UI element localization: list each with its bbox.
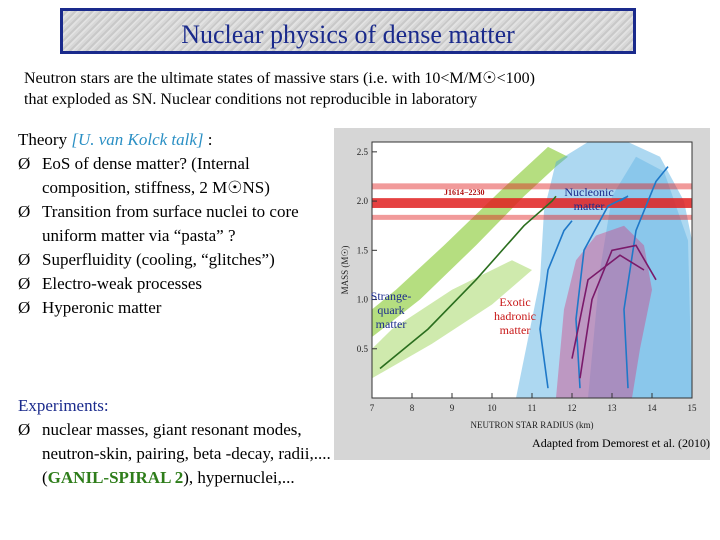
x-tick-label: 7 — [370, 403, 375, 413]
exotic-hadronic-label-line: Exotic — [499, 295, 530, 309]
strange-quark-curve — [379, 195, 557, 370]
experiments-bullet-text: nuclear masses, giant resonant modes, ne… — [42, 420, 331, 487]
y-tick-label: 2.0 — [357, 196, 369, 206]
strange-quark-label: Strange-quark matter — [371, 289, 412, 331]
theory-bullet: Ø Electro-weak processes — [18, 272, 338, 296]
bullet-arrow-icon: Ø — [18, 250, 31, 269]
theory-bullet: Ø Superfluidity (cooling, “glitches”) — [18, 248, 338, 272]
x-tick-label: 8 — [410, 403, 415, 413]
theory-heading: Theory [U. van Kolck talk] : — [18, 128, 338, 152]
mass-radius-plot: 7 8 9 10 11 12 13 14 15 0.5 1.0 1.5 2.0 2.5 NEUTRON ST… — [340, 141, 698, 430]
mass-radius-chart: 7 8 9 10 11 12 13 14 15 0.5 1.0 1.5 2.0 2.5 NEUTRON ST… — [334, 128, 710, 460]
experiments-bullet-tail: ), hypernuclei,... — [183, 468, 295, 487]
exotic-curve — [579, 244, 657, 379]
strange-quark-label-line: matter — [376, 317, 407, 331]
x-tick-label: 9 — [450, 403, 455, 413]
theory-section: Theory [U. van Kolck talk] : Ø EoS of den… — [18, 128, 338, 320]
j1614-mass-band-lower — [372, 214, 692, 220]
bullet-arrow-icon: Ø — [18, 274, 31, 293]
x-tick-label: 13 — [608, 403, 618, 413]
theory-bullet-text: Transition from surface nuclei to core u… — [42, 202, 299, 245]
x-tick-label: 15 — [688, 403, 698, 413]
bullet-arrow-icon: Ø — [18, 154, 31, 173]
strange-quark-lower-region — [372, 260, 532, 379]
j1614-mass-band — [372, 198, 692, 208]
y-tick-label: 1.5 — [357, 245, 369, 255]
theory-bullet: Ø Hyperonic matter — [18, 296, 338, 320]
y-tick-label: 1.0 — [357, 295, 369, 305]
y-tick-label: 0.5 — [357, 344, 369, 354]
theory-bullet-text: EoS of dense matter? (Internal compositi… — [42, 154, 270, 197]
exotic-hadronic-region — [556, 225, 652, 398]
x-tick-label: 14 — [648, 403, 658, 413]
j1614-mass-band-upper — [372, 183, 692, 190]
exotic-hadronic-label: Exotic hadronic matter — [494, 295, 536, 337]
theory-bullet-text: Electro-weak processes — [42, 274, 203, 293]
y-axis-label: MASS (M☉) — [340, 246, 350, 295]
theory-bullet: Ø Transition from surface nuclei to core … — [18, 200, 338, 248]
j1614-band-label: J1614−2230 — [444, 188, 485, 197]
intro-paragraph: Neutron stars are the ultimate states of… — [24, 68, 704, 110]
nucleonic-curve — [575, 195, 629, 389]
theory-bullet-list: Ø EoS of dense matter? (Internal composit… — [18, 152, 338, 320]
nucleonic-label: Nucleonic matter — [564, 185, 613, 213]
nucleonic-region-inner — [588, 156, 692, 398]
nucleonic-label-line: matter — [574, 199, 605, 213]
y-tick-label: 2.5 — [357, 147, 369, 157]
nucleonic-curve — [623, 166, 669, 389]
theory-bullet-text: Superfluidity (cooling, “glitches”) — [42, 250, 275, 269]
theory-talk-reference: [U. van Kolck talk] — [71, 130, 204, 149]
title-banner: Nuclear physics of dense matter — [60, 8, 636, 54]
strange-quark-region — [372, 146, 568, 337]
nucleonic-label-line: Nucleonic — [564, 185, 613, 199]
source-caption: Adapted from Demorest et al. (2010) — [532, 436, 710, 450]
theory-colon: : — [203, 130, 213, 149]
strange-quark-label-line: Strange- — [371, 289, 412, 303]
theory-label: Theory — [18, 130, 72, 149]
x-tick-label: 10 — [488, 403, 498, 413]
intro-line-1: Neutron stars are the ultimate states of… — [24, 70, 535, 87]
strange-quark-label-line: quark — [377, 303, 404, 317]
bullet-arrow-icon: Ø — [18, 298, 31, 317]
exotic-hadronic-label-line: matter — [500, 323, 531, 337]
x-tick-label: 12 — [568, 403, 577, 413]
ganil-spiral-highlight: GANIL-SPIRAL 2 — [47, 468, 184, 487]
bullet-arrow-icon: Ø — [18, 420, 31, 439]
nucleonic-curve — [539, 220, 573, 389]
exotic-curve — [571, 254, 645, 359]
slide-title: Nuclear physics of dense matter — [181, 20, 515, 49]
x-tick-label: 11 — [528, 403, 537, 413]
x-axis-label: NEUTRON STAR RADIUS (km) — [470, 420, 593, 430]
experiments-heading: Experiments: — [18, 396, 109, 415]
intro-line-2: that exploded as SN. Nuclear conditions … — [24, 91, 478, 108]
theory-bullet: Ø EoS of dense matter? (Internal composit… — [18, 152, 338, 200]
theory-bullet-text: Hyperonic matter — [42, 298, 162, 317]
exotic-hadronic-label-line: hadronic — [494, 309, 536, 323]
bullet-arrow-icon: Ø — [18, 202, 31, 221]
